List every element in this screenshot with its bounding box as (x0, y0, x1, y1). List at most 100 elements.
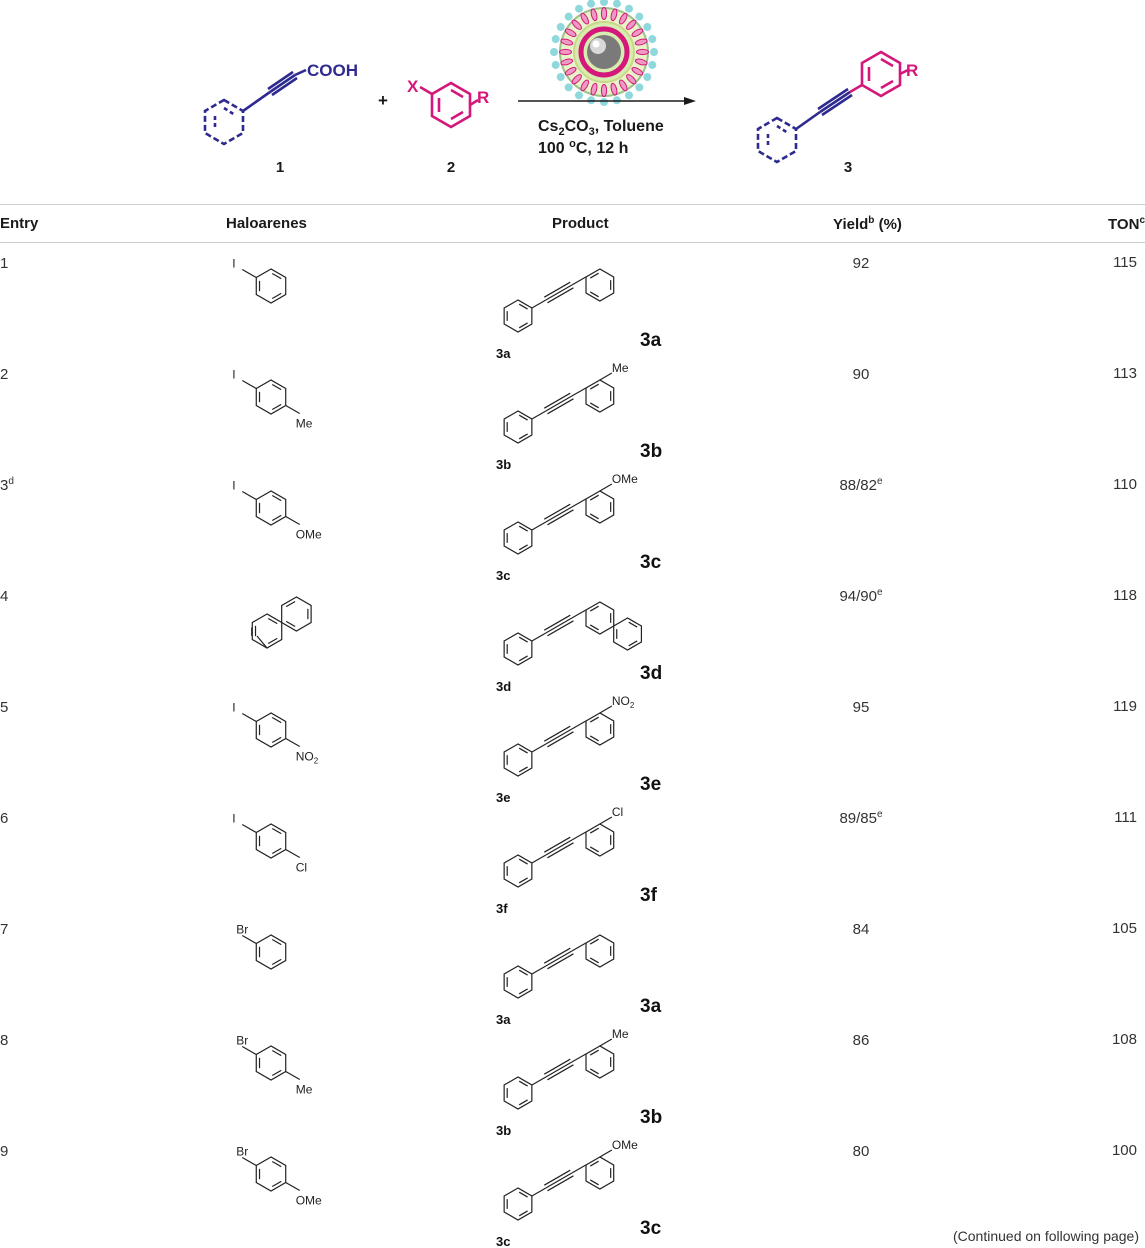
yield-cell: 95 (852, 699, 870, 716)
table-row: 9 Br OMe OMe 3c 3c 80 100 (0, 1134, 1145, 1248)
substituent-label: OMe (296, 1194, 322, 1208)
product-label-small: 3b (496, 1123, 511, 1138)
product-structure: Me 3b 3b (496, 361, 662, 472)
yield-cell: 94/90e (839, 587, 883, 605)
entry-cell: 3d (0, 476, 14, 494)
yield-cell: 80 (852, 1143, 870, 1160)
ton-cell: 108 (1111, 1031, 1137, 1048)
entry-cell: 6 (0, 810, 9, 827)
product-label-large: 3b (640, 441, 662, 462)
reactant-2-r-label: R (477, 88, 489, 107)
product-3 (756, 50, 909, 164)
product-label-large: 3a (640, 330, 662, 351)
product-label-large: 3b (640, 1107, 662, 1128)
yield-cell: 89/85e (839, 809, 883, 827)
reactant-2-number: 2 (447, 159, 455, 176)
substituent-label: Me (296, 1083, 313, 1097)
reactant-1-number: 1 (276, 159, 284, 176)
product-substituent-label: Me (612, 361, 629, 375)
entry-cell: 1 (0, 255, 9, 272)
table-row: 7 Br 3a 3a 84 105 (0, 912, 1145, 1027)
table-row: 6 I Cl Cl 3f 3f 89/85e 111 (0, 801, 1145, 916)
ton-cell: 119 (1113, 698, 1137, 715)
yield-cell: 88/82e (839, 476, 883, 494)
header-entry: Entry (0, 215, 39, 232)
product-label-large: 3e (640, 774, 661, 795)
entry-cell: 5 (0, 699, 9, 716)
reaction-arrow (518, 97, 696, 105)
product-structure: 3d 3d (496, 601, 662, 694)
product-label-small: 3c (496, 1234, 510, 1248)
entry-cell: 2 (0, 366, 9, 383)
haloarene-structure: I (232, 257, 287, 304)
product-label-large: 3a (640, 996, 662, 1017)
haloarene-structure: I NO2 (232, 701, 319, 766)
catalyst-nanoparticle (550, 0, 658, 106)
ton-cell: 115 (1113, 254, 1137, 271)
product-label-large: 3c (640, 1218, 662, 1239)
halogen-label: Br (236, 923, 248, 937)
table-top-rule (0, 204, 1145, 205)
halogen-label: I (232, 368, 235, 382)
header-product: Product (552, 215, 609, 232)
table-row: 1 I 3a 3a 92 115 (0, 246, 1145, 361)
product-label-small: 3f (496, 901, 508, 916)
product-substituent-label: OMe (612, 1138, 638, 1152)
product-substituent-label: NO2 (612, 694, 635, 710)
reactant-2 (419, 81, 479, 129)
reactant-2-x-label: X (407, 77, 419, 96)
product-label-large: 3c (640, 552, 662, 573)
haloarene-structure: Br (236, 923, 287, 970)
product-number: 3 (844, 159, 852, 176)
product-substituent-label: Me (612, 1027, 629, 1041)
product-label-small: 3a (496, 346, 511, 361)
table-row: 8 Br Me Me 3b 3b 86 108 (0, 1023, 1145, 1138)
product-label-small: 3b (496, 457, 511, 472)
halogen-label: I (232, 812, 235, 826)
product-substituent-label: OMe (612, 472, 638, 486)
substituent-label: Me (296, 417, 313, 431)
halogen-label: I (232, 479, 235, 493)
table-row: 3d I OMe OMe 3c 3c 88/82e 110 (0, 468, 1145, 583)
product-r-label: R (906, 61, 918, 80)
yield-cell: 86 (852, 1032, 870, 1049)
reactant-1 (203, 68, 307, 146)
product-structure: 3a 3a (496, 934, 662, 1027)
entry-cell: 4 (0, 588, 9, 605)
entry-cell: 9 (0, 1143, 9, 1160)
yield-cell: 84 (852, 921, 870, 938)
halogen-label: I (250, 625, 253, 639)
header-haloarenes: Haloarenes (226, 215, 307, 232)
ton-cell: 105 (1111, 920, 1137, 937)
conditions-line-1: Cs2CO3, Toluene (538, 118, 664, 138)
substituent-label: OMe (296, 528, 322, 542)
ton-cell: 118 (1113, 587, 1137, 604)
entry-cell: 7 (0, 921, 9, 938)
product-label-small: 3c (496, 568, 510, 583)
substituent-label: NO2 (296, 750, 319, 766)
haloarene-structure: I Cl (232, 812, 307, 875)
product-label-small: 3a (496, 1012, 511, 1027)
table-header-rule (0, 242, 1145, 243)
haloarene-structure: I Me (232, 368, 313, 431)
yield-cell: 92 (852, 255, 870, 272)
substituent-label: Cl (296, 861, 307, 875)
entry-cell: 8 (0, 1032, 9, 1049)
table-row: 5 I NO2 NO2 3e 3e 95 119 (0, 690, 1145, 805)
product-structure: OMe 3c 3c (496, 1138, 662, 1248)
product-structure: NO2 3e 3e (496, 694, 661, 805)
product-label-large: 3d (640, 663, 662, 684)
product-label-small: 3e (496, 790, 510, 805)
halogen-label: Br (236, 1034, 248, 1048)
halogen-label: I (232, 701, 235, 715)
ton-cell: 100 (1111, 1142, 1137, 1159)
table-row: 2 I Me Me 3b 3b 90 113 (0, 357, 1145, 472)
haloarene-structure: I (250, 596, 312, 649)
reaction-scheme: COOH 1 + X R 2 Cs2CO3, Toluene 100 oC, 1… (203, 0, 918, 176)
haloarene-structure: Br OMe (236, 1145, 322, 1208)
halogen-label: I (232, 257, 235, 271)
haloarene-structure: Br Me (236, 1034, 313, 1097)
product-structure: Me 3b 3b (496, 1027, 662, 1138)
yield-cell: 90 (852, 366, 870, 383)
header-ton: TONc (1108, 215, 1145, 233)
